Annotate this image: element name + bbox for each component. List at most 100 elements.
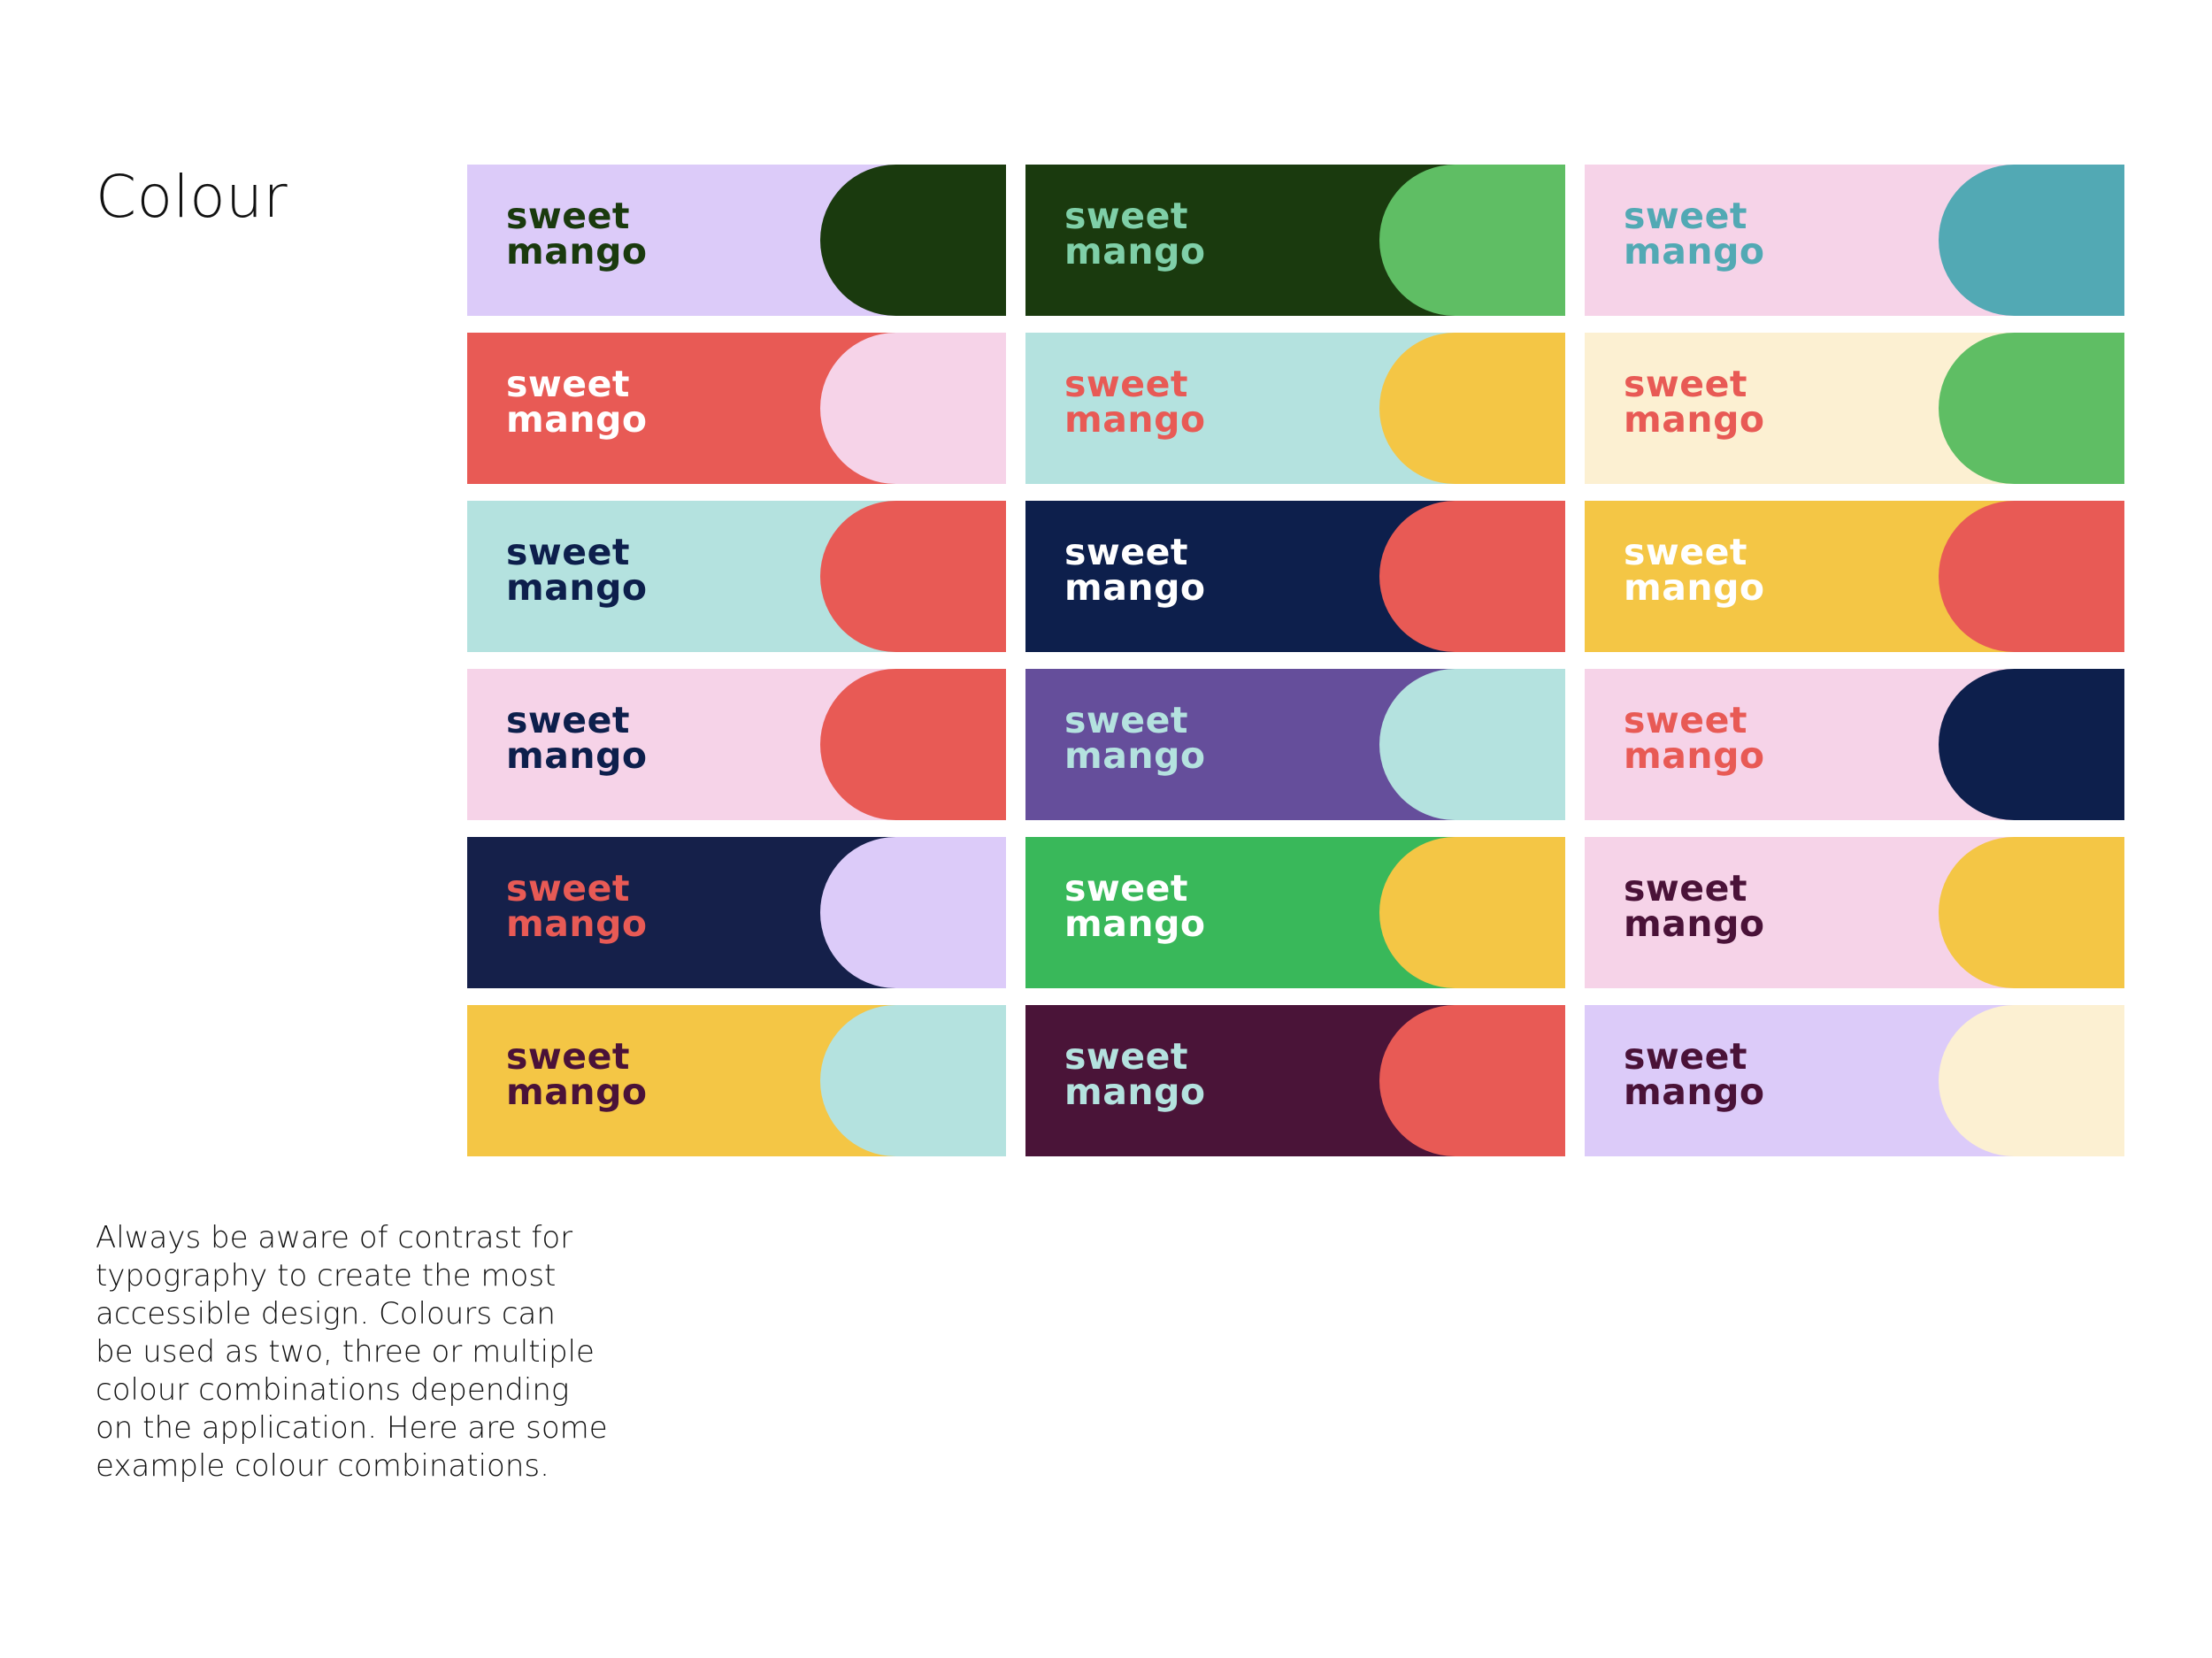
sweet-mango-logo: sweet mango [506, 531, 648, 609]
colour-swatch: sweet mango [1585, 1005, 2124, 1156]
sweet-mango-logo: sweet mango [506, 1035, 648, 1113]
body-copy-line: be used as two, three or multiple [96, 1334, 595, 1370]
colour-swatch: sweet mango [467, 333, 1006, 484]
sweet-mango-logo: sweet mango [1624, 531, 1765, 609]
colour-swatch: sweet mango [1585, 501, 2124, 652]
logo-word-mango: mango [1624, 734, 1765, 777]
accent-shape [1939, 165, 2124, 316]
accent-shape [1939, 333, 2124, 484]
logo-word-sweet: sweet [1624, 867, 1747, 910]
accent-shape [1939, 669, 2124, 820]
logo-word-mango: mango [1064, 566, 1206, 609]
logo-word-mango: mango [1064, 1071, 1206, 1113]
accent-shape [1379, 333, 1565, 484]
accent-shape [820, 501, 1006, 652]
logo-word-sweet: sweet [506, 1035, 630, 1078]
accent-shape [820, 837, 1006, 988]
sweet-mango-logo: sweet mango [1624, 363, 1765, 441]
sweet-mango-logo: sweet mango [1064, 531, 1206, 609]
sweet-mango-logo: sweet mango [1624, 1035, 1765, 1113]
colour-swatch: sweet mango [1025, 669, 1565, 820]
body-copy-line: colour combinations depending [96, 1372, 570, 1408]
sweet-mango-logo: sweet mango [1064, 195, 1206, 272]
sweet-mango-logo: sweet mango [1624, 195, 1765, 272]
accent-shape [1379, 837, 1565, 988]
logo-word-mango: mango [506, 902, 648, 945]
logo-word-sweet: sweet [1064, 363, 1188, 405]
logo-word-mango: mango [506, 734, 648, 777]
accent-shape [1379, 669, 1565, 820]
body-copy-line: typography to create the most [96, 1258, 557, 1293]
sweet-mango-logo: sweet mango [506, 699, 648, 777]
logo-word-mango: mango [1064, 230, 1206, 272]
accent-shape [1939, 501, 2124, 652]
logo-word-sweet: sweet [506, 867, 630, 910]
body-copy-line: accessible design. Colours can [96, 1296, 556, 1332]
colour-swatch: sweet mango [1585, 165, 2124, 316]
sweet-mango-logo: sweet mango [506, 867, 648, 945]
sweet-mango-logo: sweet mango [506, 195, 648, 272]
sweet-mango-logo: sweet mango [1064, 867, 1206, 945]
colour-combination-grid: sweet mango sweet mango sweet mango sweet mango… [467, 165, 2125, 1156]
logo-word-sweet: sweet [1064, 195, 1188, 237]
logo-word-mango: mango [506, 566, 648, 609]
accent-shape [1379, 1005, 1565, 1156]
logo-word-mango: mango [506, 1071, 648, 1113]
colour-swatch: sweet mango [1025, 501, 1565, 652]
body-copy-line: example colour combinations. [96, 1448, 549, 1484]
logo-word-sweet: sweet [506, 699, 630, 741]
colour-swatch: sweet mango [1025, 165, 1565, 316]
colour-swatch: sweet mango [467, 837, 1006, 988]
logo-word-sweet: sweet [506, 363, 630, 405]
accent-shape [1379, 501, 1565, 652]
colour-swatch: sweet mango [1585, 333, 2124, 484]
logo-word-sweet: sweet [1624, 699, 1747, 741]
logo-word-sweet: sweet [506, 531, 630, 573]
logo-word-sweet: sweet [1064, 699, 1188, 741]
colour-swatch: sweet mango [1585, 837, 2124, 988]
accent-shape [1379, 165, 1565, 316]
logo-word-mango: mango [1624, 902, 1765, 945]
sweet-mango-logo: sweet mango [1064, 363, 1206, 441]
accent-shape [820, 1005, 1006, 1156]
logo-word-sweet: sweet [1064, 1035, 1188, 1078]
logo-word-sweet: sweet [1624, 531, 1747, 573]
logo-word-mango: mango [1064, 398, 1206, 441]
sweet-mango-logo: sweet mango [1624, 867, 1765, 945]
colour-swatch: sweet mango [467, 1005, 1006, 1156]
logo-word-mango: mango [1624, 566, 1765, 609]
colour-swatch: sweet mango [467, 669, 1006, 820]
colour-swatch: sweet mango [1585, 669, 2124, 820]
logo-word-mango: mango [1624, 398, 1765, 441]
sweet-mango-logo: sweet mango [1064, 699, 1206, 777]
logo-word-sweet: sweet [1064, 867, 1188, 910]
logo-word-sweet: sweet [506, 195, 630, 237]
logo-word-mango: mango [1064, 734, 1206, 777]
body-copy: Always be aware of contrast for typograph… [96, 1219, 626, 1485]
logo-word-mango: mango [506, 230, 648, 272]
accent-shape [820, 669, 1006, 820]
colour-swatch: sweet mango [467, 501, 1006, 652]
logo-word-mango: mango [1624, 1071, 1765, 1113]
colour-swatch: sweet mango [1025, 1005, 1565, 1156]
logo-word-sweet: sweet [1624, 1035, 1747, 1078]
logo-word-mango: mango [506, 398, 648, 441]
colour-swatch: sweet mango [1025, 837, 1565, 988]
accent-shape [1939, 837, 2124, 988]
accent-shape [1939, 1005, 2124, 1156]
logo-word-sweet: sweet [1064, 531, 1188, 573]
colour-swatch: sweet mango [467, 165, 1006, 316]
body-copy-line: Always be aware of contrast for [96, 1220, 573, 1255]
body-copy-line: on the application. Here are some [96, 1410, 608, 1446]
sweet-mango-logo: sweet mango [1624, 699, 1765, 777]
sweet-mango-logo: sweet mango [1064, 1035, 1206, 1113]
sweet-mango-logo: sweet mango [506, 363, 648, 441]
logo-word-sweet: sweet [1624, 363, 1747, 405]
logo-word-mango: mango [1064, 902, 1206, 945]
logo-word-mango: mango [1624, 230, 1765, 272]
accent-shape [820, 333, 1006, 484]
page-title: Colour [96, 163, 288, 231]
colour-swatch: sweet mango [1025, 333, 1565, 484]
accent-shape [820, 165, 1006, 316]
logo-word-sweet: sweet [1624, 195, 1747, 237]
